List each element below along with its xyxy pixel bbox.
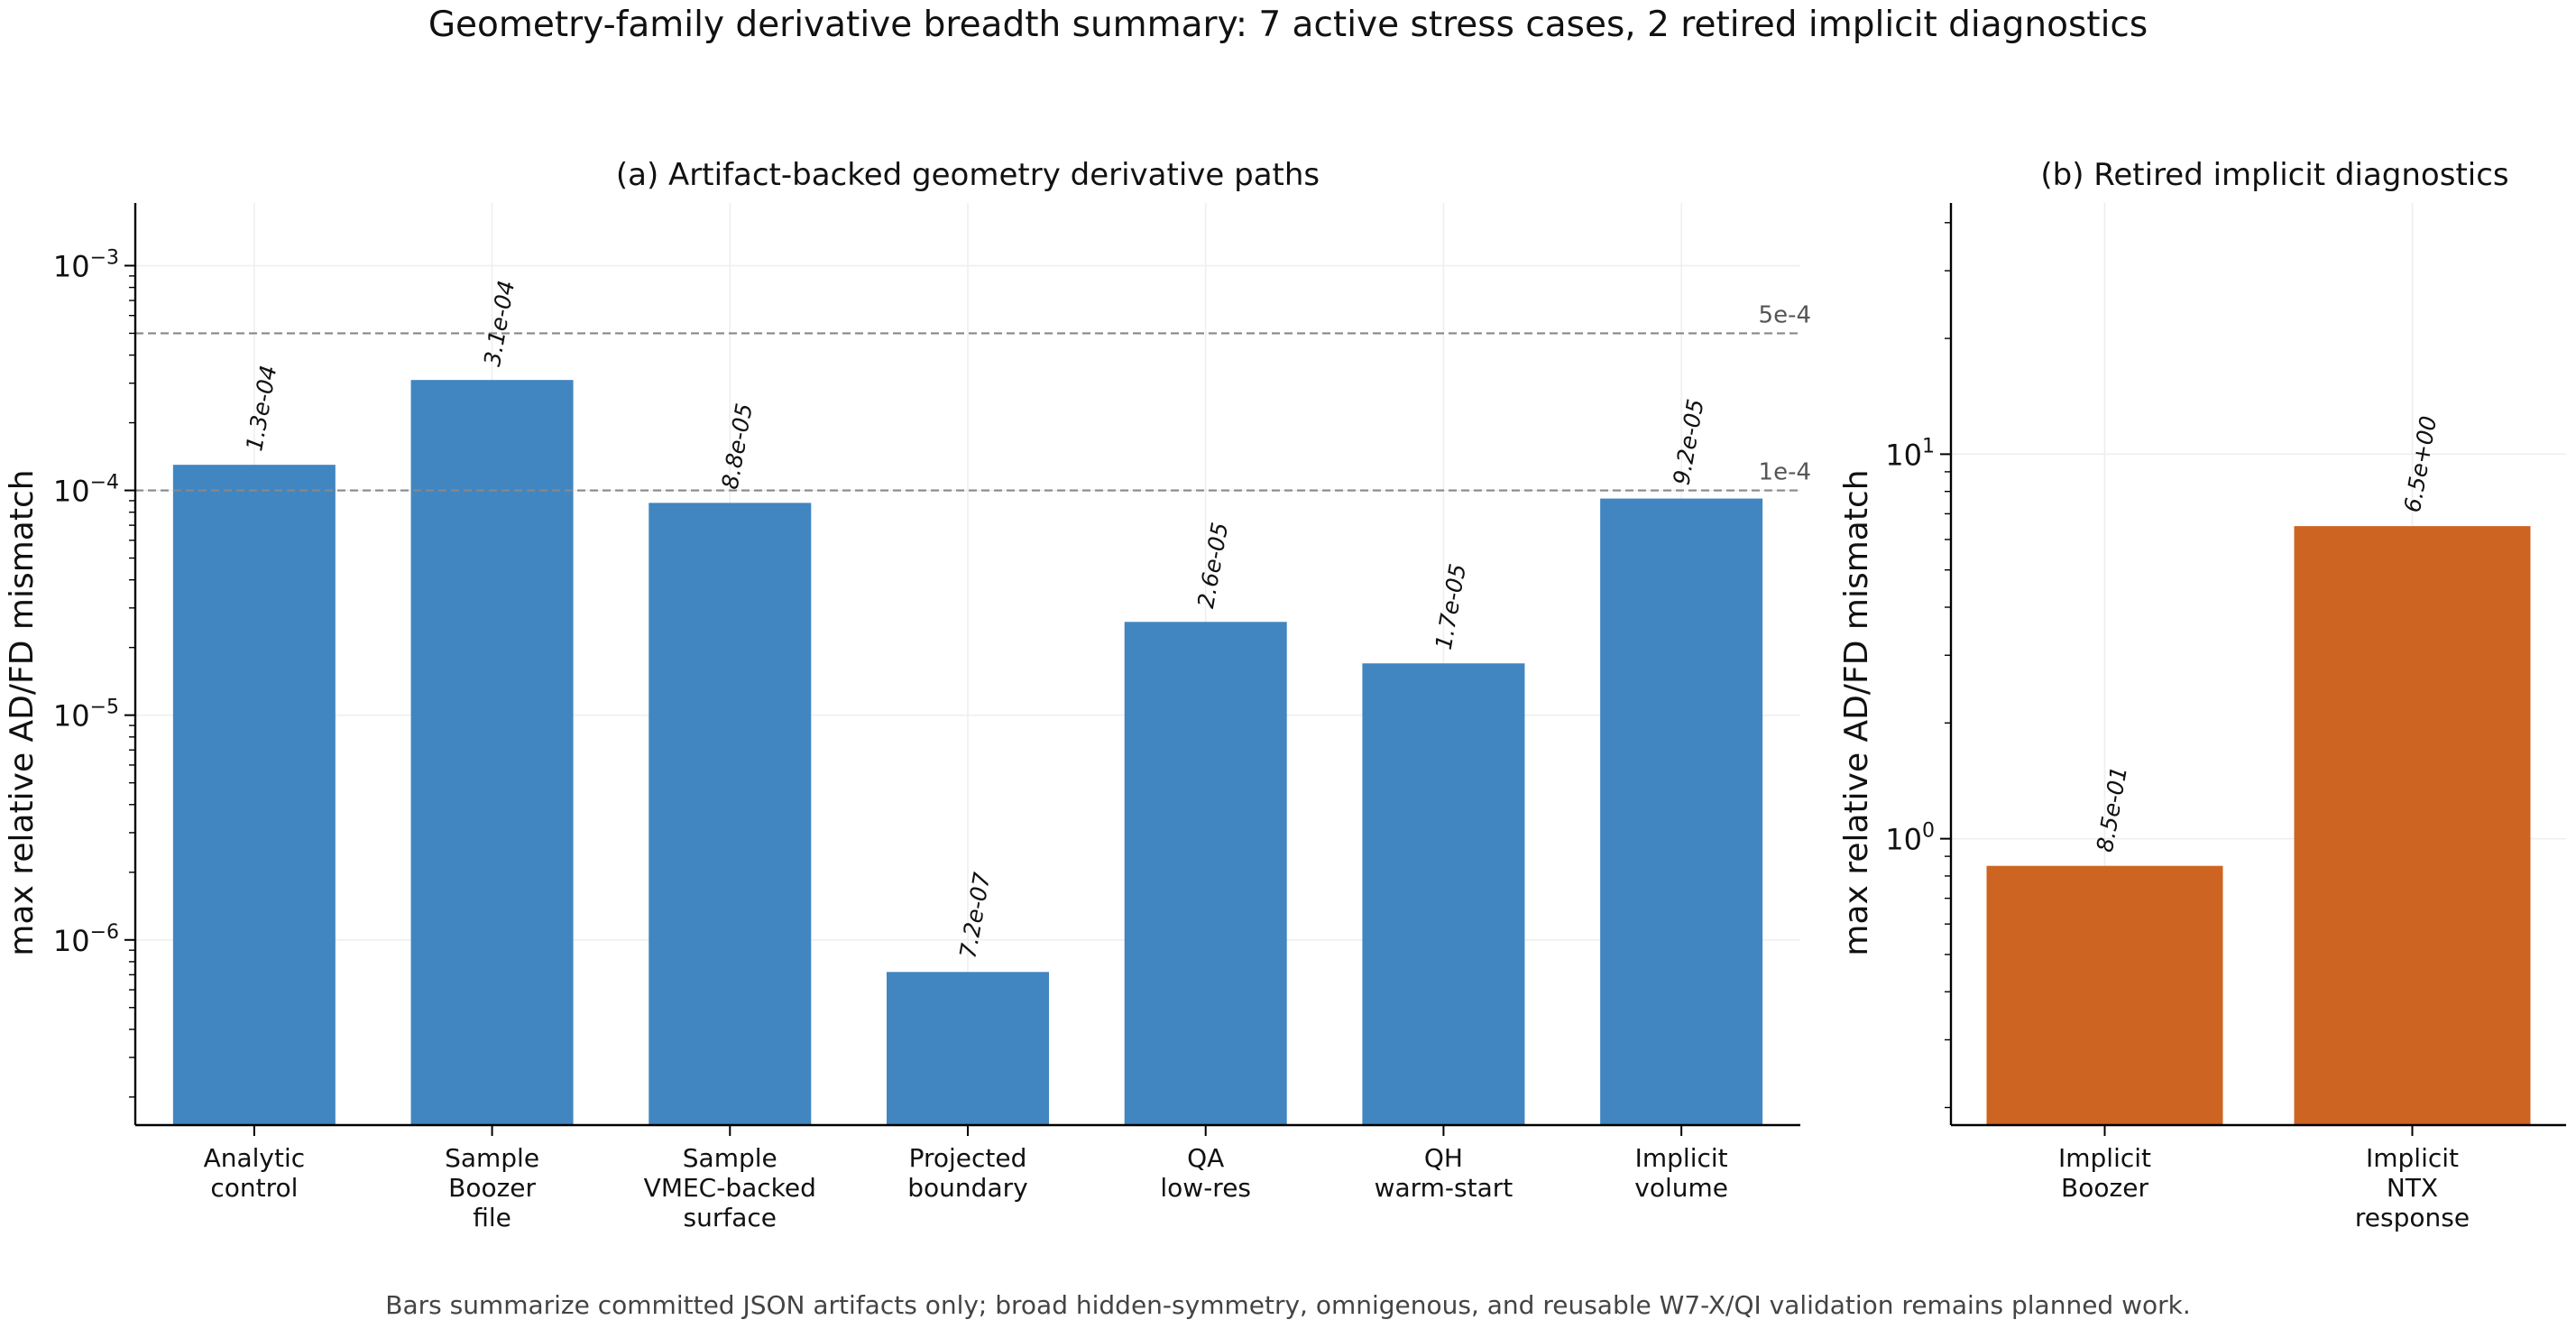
bar: [1124, 622, 1287, 1125]
panel-b-y-axis-label: max relative AD/FD mismatch: [1838, 469, 1875, 955]
bar-value-label: 7.2e-07: [954, 871, 995, 961]
reference-line-label: 1e-4: [1759, 459, 1811, 486]
bar: [2294, 526, 2531, 1125]
y-tick-label: 10−6: [53, 921, 119, 958]
bar-value-label: 8.5e-01: [2092, 764, 2132, 854]
y-tick-label: 10−5: [53, 697, 119, 734]
bar: [1986, 865, 2223, 1125]
y-tick-label: 10−4: [53, 472, 119, 509]
bar: [1600, 498, 1763, 1125]
bar-value-label: 1.3e-04: [241, 364, 281, 454]
bar: [887, 972, 1049, 1125]
panel-a-y-axis-label: max relative AD/FD mismatch: [4, 469, 41, 955]
bar-value-label: 3.1e-04: [479, 279, 520, 369]
bar: [1362, 663, 1525, 1125]
bar: [172, 465, 336, 1125]
panel-a-active-stress-cases: (a) Artifact-backed geometry derivative …: [4, 157, 1811, 1232]
x-tick-label: QH warm-start: [1375, 1143, 1513, 1203]
bar: [410, 380, 574, 1125]
bar-value-label: 8.8e-05: [717, 401, 758, 492]
bar-value-label: 6.5e+00: [2399, 414, 2442, 514]
figure-footnote: Bars summarize committed JSON artifacts …: [385, 1290, 2191, 1320]
y-tick-label: 10−3: [53, 246, 119, 283]
panel-b-title: (b) Retired implicit diagnostics: [2040, 157, 2508, 193]
y-tick-label: 100: [1885, 820, 1935, 857]
reference-line-label: 5e-4: [1759, 301, 1811, 328]
y-tick-label: 101: [1885, 435, 1935, 472]
bar: [649, 503, 812, 1125]
bar-value-label: 2.6e-05: [1192, 521, 1233, 611]
x-tick-label: Implicit NTX response: [2355, 1143, 2470, 1232]
bar-value-label: 9.2e-05: [1668, 397, 1708, 487]
figure-suptitle: Geometry-family derivative breadth summa…: [428, 5, 2148, 45]
x-tick-label: QA low-res: [1160, 1143, 1251, 1203]
x-tick-label: Projected boundary: [907, 1143, 1027, 1203]
x-tick-label: Implicit Boozer: [2058, 1143, 2151, 1203]
panel-b-retired-diagnostics: (b) Retired implicit diagnostics max rel…: [1838, 157, 2566, 1232]
x-tick-label: Implicit volume: [1634, 1143, 1728, 1203]
bar-value-label: 1.7e-05: [1431, 562, 1471, 652]
x-tick-label: Sample Boozer file: [445, 1143, 539, 1232]
x-tick-label: Analytic control: [204, 1143, 306, 1203]
x-tick-label: Sample VMEC-backed surface: [644, 1143, 816, 1232]
panel-a-title: (a) Artifact-backed geometry derivative …: [616, 157, 1320, 193]
